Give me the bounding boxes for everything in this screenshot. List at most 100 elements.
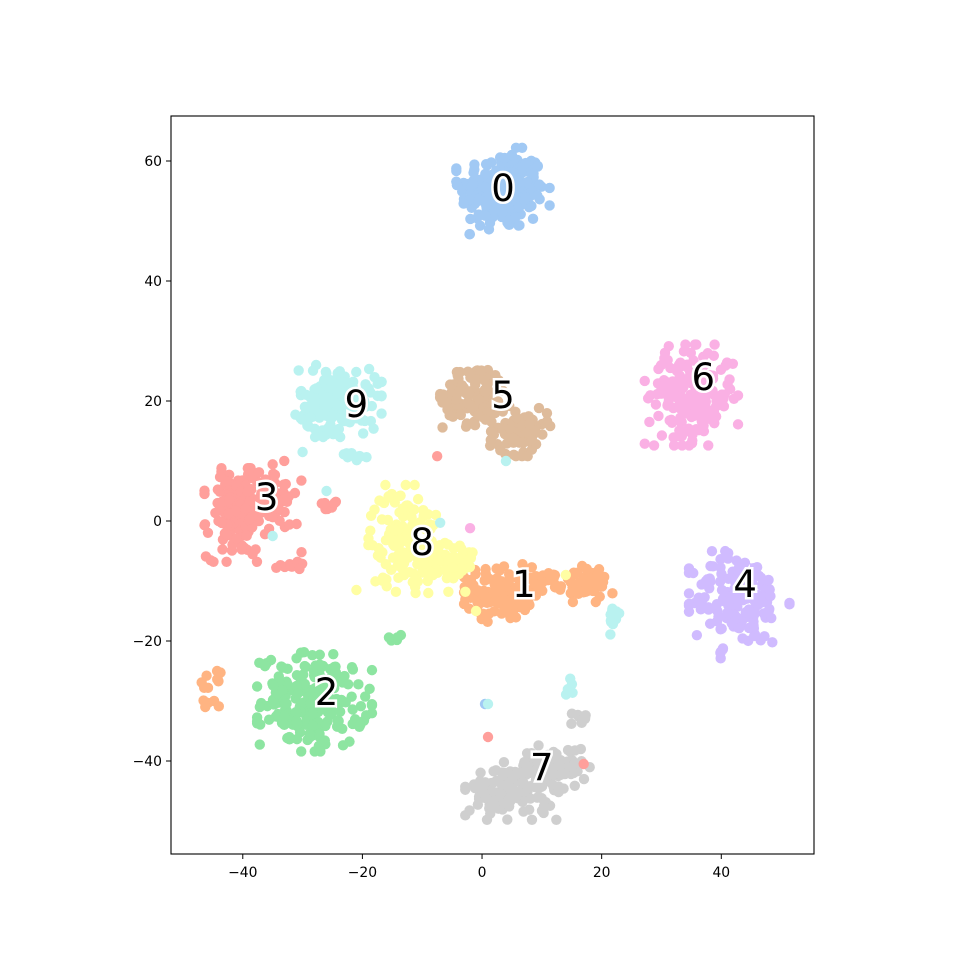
scatter-point-cluster-5 <box>437 389 449 400</box>
scatter-point-cluster-5 <box>533 402 545 414</box>
scatter-point-cluster-5 <box>462 366 474 377</box>
scatter-point-cluster-2 <box>355 719 366 731</box>
scatter-point-cluster-0 <box>467 178 479 190</box>
scatter-point-cluster-0 <box>510 142 522 153</box>
scatter-point-cluster-4 <box>749 630 760 642</box>
scatter-point-cluster-9 <box>332 388 343 399</box>
x-tick-label: −20 <box>348 865 377 881</box>
scatter-point-cluster-7 <box>464 805 475 816</box>
scatter-point-cluster-7 <box>542 749 553 761</box>
scatter-point-cluster-2 <box>292 688 303 699</box>
scatter-point-cluster-6 <box>639 375 650 387</box>
scatter-point-cluster-9 <box>320 366 332 378</box>
scatter-point-cluster-9 <box>332 368 343 379</box>
scatter-point-cluster-3 <box>221 529 233 540</box>
scatter-point-cluster-0 <box>544 182 555 194</box>
scatter-point-cluster-4 <box>731 587 742 599</box>
scatter-point-cluster-8 <box>460 586 471 597</box>
scatter-point-cluster-1 <box>503 569 515 580</box>
y-tick-label: 0 <box>153 514 162 530</box>
scatter-point-cluster-3 <box>231 533 242 544</box>
scatter-point-cluster-7 <box>538 807 549 819</box>
scatter-point-cluster-1 <box>501 607 513 618</box>
scatter-point-cluster-3 <box>242 486 253 497</box>
scatter-point-cluster-4 <box>715 562 726 573</box>
scatter-point-cluster-5 <box>469 420 481 431</box>
scatter-point-cluster-3 <box>199 488 210 500</box>
x-tick-label: 0 <box>478 865 487 881</box>
scatter-point-cluster-7 <box>502 814 513 825</box>
scatter-point-cluster-4 <box>696 601 707 613</box>
scatter-point-cluster-7 <box>505 782 516 793</box>
scatter-point-cluster-2 <box>299 660 310 672</box>
scatter-point-cluster-2 <box>336 694 347 706</box>
scatter-point-cluster-9 <box>339 409 350 421</box>
scatter-point-cluster-2 <box>347 704 358 715</box>
scatter-point-cluster-9 <box>305 412 316 423</box>
scatter-point-cluster-4 <box>740 607 751 618</box>
scatter-point-cluster-4 <box>759 631 770 642</box>
scatter-point-cluster-9 <box>334 431 346 443</box>
scatter-point-cluster-2 <box>347 718 358 730</box>
scatter-point-cluster-6 <box>642 393 654 404</box>
scatter-point-cluster-8 <box>407 520 418 531</box>
scatter-point-cluster-3 <box>267 459 278 470</box>
scatter-point-cluster-5 <box>524 419 535 430</box>
scatter-point-outlier <box>291 518 302 530</box>
scatter-point-cluster-9 <box>333 423 345 435</box>
scatter-point-cluster-7 <box>521 748 533 759</box>
scatter-point-cluster-7 <box>553 760 564 771</box>
scatter-point-cluster-1 <box>543 568 554 579</box>
scatter-point-cluster-9 <box>360 401 372 412</box>
scatter-point-cluster-6 <box>644 416 655 428</box>
scatter-point-cluster-3 <box>260 474 271 485</box>
scatter-point-cluster-5 <box>514 437 525 448</box>
scatter-point-cluster-6 <box>673 430 684 442</box>
scatter-point-cluster-1 <box>585 577 596 588</box>
scatter-point-cluster-4 <box>715 624 726 635</box>
scatter-point-cluster-0 <box>481 160 493 171</box>
scatter-point-cluster-4 <box>715 554 726 565</box>
scatter-point-cluster-8 <box>418 504 429 516</box>
scatter-point-cluster-0 <box>510 211 521 223</box>
scatter-point-cluster-2 <box>309 671 320 683</box>
scatter-point-cluster-2 <box>251 681 263 692</box>
scatter-point-cluster-2 <box>251 715 263 727</box>
scatter-point-cluster-7 <box>526 814 538 825</box>
scatter-point-cluster-0 <box>499 152 510 164</box>
y-tick-label: 20 <box>144 394 162 410</box>
scatter-point-cluster-0 <box>520 157 531 169</box>
scatter-point-cluster-8 <box>387 552 399 563</box>
scatter-point-cluster-9 <box>307 365 319 376</box>
scatter-point-cluster-9 <box>372 390 383 402</box>
scatter-point-cluster-8 <box>422 575 433 587</box>
scatter-point-cluster-7 <box>569 758 580 770</box>
scatter-point-cluster-2 <box>297 669 308 681</box>
scatter-point-cluster-2 <box>279 719 290 731</box>
scatter-point-cluster-6 <box>662 354 673 366</box>
scatter-point-cluster-8 <box>380 559 392 570</box>
scatter-point-cluster-1 <box>498 561 510 572</box>
scatter-point-cluster-9 <box>303 421 314 432</box>
scatter-point-cluster-8 <box>380 479 391 491</box>
scatter-point-cluster-3 <box>329 497 340 509</box>
scatter-point-cluster-4 <box>765 590 776 602</box>
scatter-point-cluster-8 <box>389 524 400 536</box>
scatter-point-cluster-9 <box>347 376 359 388</box>
scatter-point-cluster-9 <box>368 423 379 434</box>
scatter-point-cluster-5 <box>497 385 508 396</box>
scatter-point-cluster-0 <box>527 213 539 225</box>
scatter-point-cluster-1 <box>213 701 224 712</box>
scatter-point-cluster-1 <box>607 588 618 599</box>
scatter-point-cluster-6 <box>668 440 680 451</box>
scatter-point-cluster-4 <box>733 623 745 634</box>
scatter-point-cluster-8 <box>369 504 380 515</box>
cluster-labels: 0 1 2 3 4 5 6 7 8 9 <box>252 165 759 792</box>
scatter-point-cluster-6 <box>684 394 696 406</box>
scatter-point-cluster-2 <box>392 632 403 643</box>
scatter-point-cluster-3 <box>253 467 265 478</box>
scatter-point-cluster-2 <box>304 728 315 740</box>
scatter-point-cluster-8 <box>408 568 419 579</box>
scatter-point-cluster-5 <box>455 409 467 421</box>
